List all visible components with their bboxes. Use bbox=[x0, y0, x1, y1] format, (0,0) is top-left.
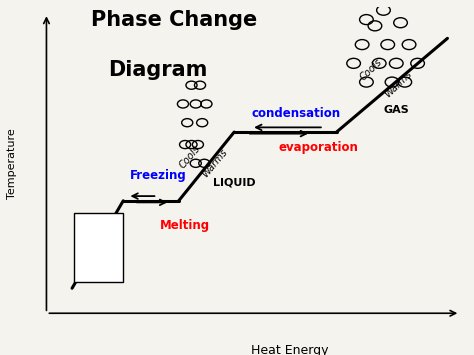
Text: Diagram: Diagram bbox=[108, 60, 207, 80]
Text: Warms: Warms bbox=[90, 226, 118, 260]
Text: LIQUID: LIQUID bbox=[213, 177, 255, 187]
Text: Cools: Cools bbox=[75, 223, 99, 251]
Text: evaporation: evaporation bbox=[279, 141, 359, 154]
Text: Temperature: Temperature bbox=[7, 128, 18, 199]
Text: Phase Change: Phase Change bbox=[91, 10, 257, 30]
Text: Warms: Warms bbox=[201, 147, 229, 179]
Text: Cools: Cools bbox=[357, 57, 384, 82]
Text: Melting: Melting bbox=[159, 219, 210, 232]
Text: GAS: GAS bbox=[383, 105, 409, 115]
Text: Heat Energy: Heat Energy bbox=[251, 344, 329, 355]
Text: condensation: condensation bbox=[251, 107, 340, 120]
Text: Freezing: Freezing bbox=[130, 169, 186, 182]
Text: Cools: Cools bbox=[177, 144, 202, 170]
Text: Warms: Warms bbox=[383, 68, 414, 99]
Bar bbox=[74, 213, 123, 282]
Text: SOLID: SOLID bbox=[83, 268, 121, 278]
